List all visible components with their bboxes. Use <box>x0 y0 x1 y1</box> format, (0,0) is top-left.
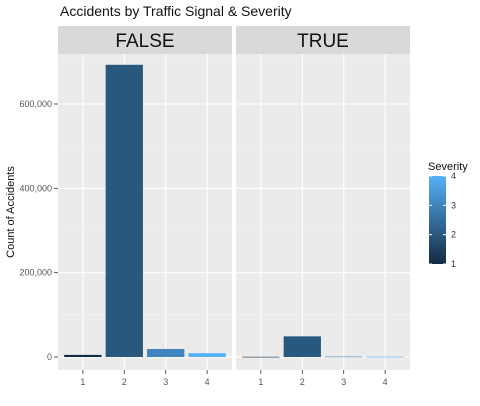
y-axis: 0 200,000 400,000 600,000 <box>19 99 58 362</box>
x-tick-label: 3 <box>163 377 168 387</box>
legend-breaks: 1 2 3 4 <box>429 171 456 269</box>
x-tick-label: 4 <box>383 377 388 387</box>
x-axis: 1 2 3 4 1 2 3 4 <box>80 370 388 387</box>
bar-true-severity-2 <box>283 336 321 357</box>
x-tick-label: 4 <box>205 377 210 387</box>
bar-false-severity-4 <box>188 353 226 357</box>
legend-break-label: 2 <box>451 230 456 240</box>
panel-true <box>236 54 410 370</box>
legend-break-label: 4 <box>451 171 456 181</box>
bars-true <box>242 336 404 358</box>
y-tick-label: 200,000 <box>19 268 52 278</box>
bar-false-severity-1 <box>64 354 102 357</box>
legend-break-label: 3 <box>451 200 456 210</box>
panel-false <box>58 54 232 370</box>
bar-false-severity-3 <box>147 348 185 357</box>
chart-title: Accidents by Traffic Signal & Severity <box>60 3 292 19</box>
y-tick-label: 600,000 <box>19 99 52 109</box>
legend: Severity 1 2 3 4 <box>428 161 468 269</box>
y-tick-label: 0 <box>47 352 52 362</box>
facet-label-true: TRUE <box>297 31 349 52</box>
facet-strip-true <box>236 26 410 54</box>
y-axis-title: Count of Accidents <box>5 166 17 258</box>
x-tick-label: 2 <box>300 377 305 387</box>
facet-label-false: FALSE <box>115 31 174 52</box>
facet-false: FALSE <box>58 26 232 370</box>
x-tick-label: 2 <box>122 377 127 387</box>
y-tick-label: 400,000 <box>19 183 52 193</box>
bar-true-severity-4 <box>366 356 404 358</box>
bar-false-severity-2 <box>105 64 143 357</box>
legend-colorbar <box>429 176 446 264</box>
bars-false <box>64 64 226 357</box>
x-tick-label: 1 <box>80 377 85 387</box>
legend-break-label: 1 <box>451 259 456 269</box>
bar-true-severity-3 <box>325 356 363 358</box>
x-tick-label: 3 <box>341 377 346 387</box>
facet-strip-false <box>58 26 232 54</box>
x-tick-label: 1 <box>258 377 263 387</box>
legend-title: Severity <box>428 161 468 173</box>
bar-true-severity-1 <box>242 356 280 358</box>
facet-true: TRUE <box>236 26 410 370</box>
